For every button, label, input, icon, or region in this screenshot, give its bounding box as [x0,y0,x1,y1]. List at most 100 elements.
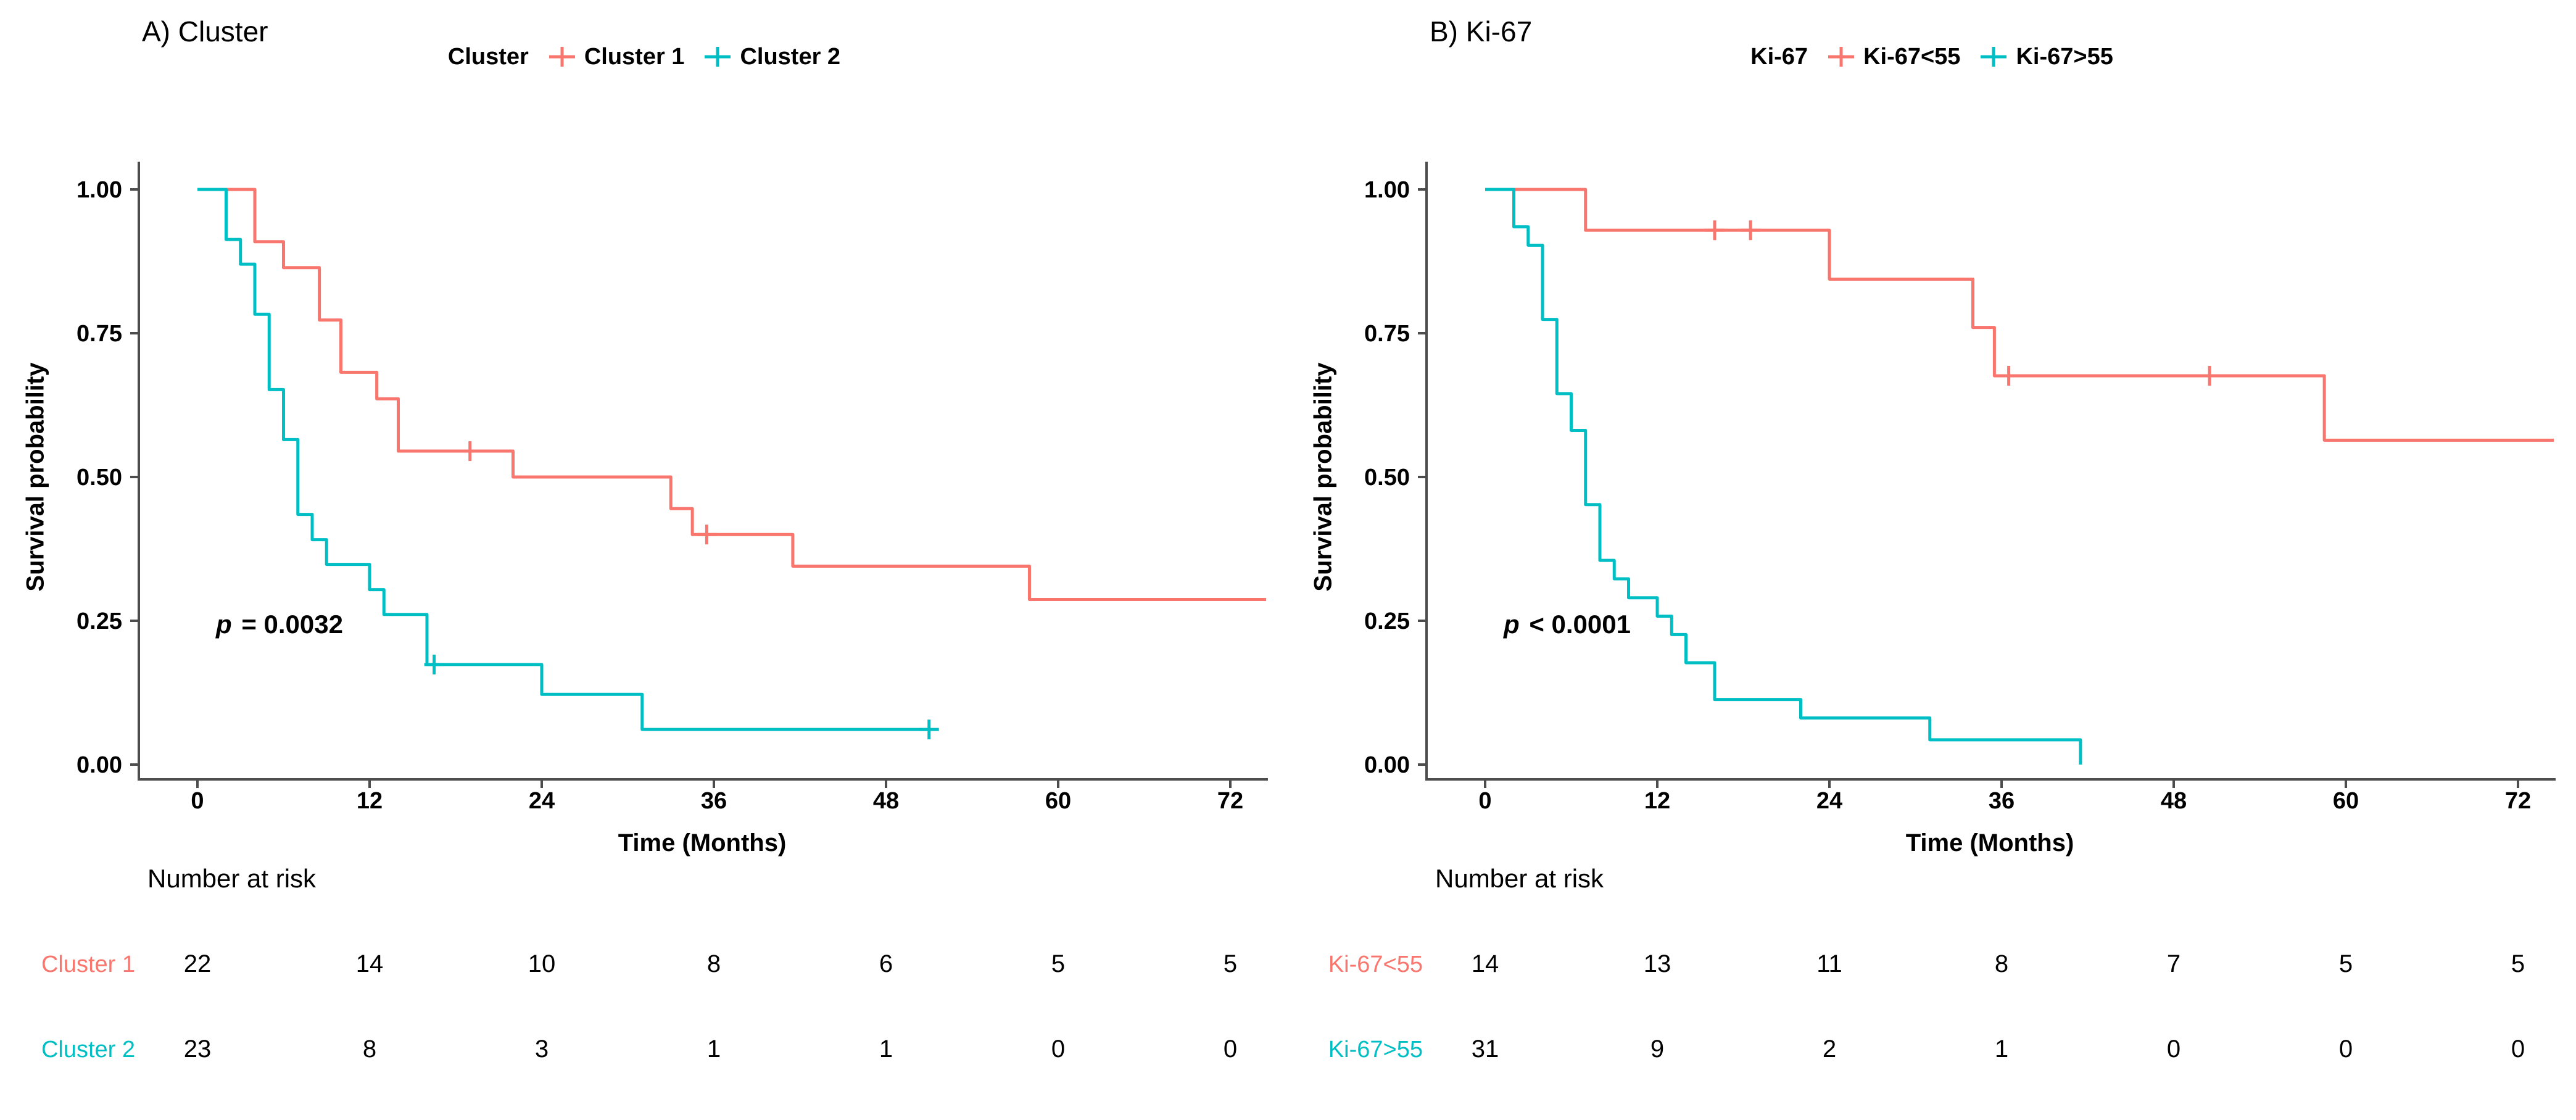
risk-count: 31 [1472,1035,1499,1063]
km-curve [197,188,1267,602]
x-tick-label: 72 [2505,788,2531,814]
panel-a-km-plot: 0.000.250.500.751.000 12 24 36 48 60 72Cluster… [41,162,1268,1063]
y-tick-label: 0.25 [77,608,122,634]
y-tick-label: 0.25 [1364,608,1410,634]
risk-table-row: Ki-67>55 31 9 2 1 0 0 0 [1328,1035,2525,1063]
risk-count: 1 [1995,1035,2008,1063]
risk-count: 8 [363,1035,376,1063]
risk-count: 13 [1644,950,1671,977]
risk-count: 3 [535,1035,549,1063]
y-tick-label: 0.50 [77,465,122,491]
risk-count: 6 [879,950,893,977]
censor-plus-icon [1825,43,1857,70]
x-tick-label: 24 [529,788,555,814]
km-curve [1485,188,2082,765]
panel-b-ki67: B) Ki-67 Ki-67 Ki-67<55 Ki-67>55 Surviva… [1288,0,2576,1120]
x-axis-ticks: 0 12 24 36 48 60 72 [1478,779,2531,814]
risk-count: 0 [2167,1035,2180,1063]
legend-entry-cluster-1: Cluster 1 [546,43,685,70]
panel-b-legend: Ki-67 Ki-67<55 Ki-67>55 [1288,43,2576,70]
censor-marks [460,441,717,545]
x-tick-label: 48 [873,788,899,814]
panel-a-cluster: A) Cluster Cluster Cluster 1 Cluster 2 S… [0,15,1288,1063]
risk-table-row: Cluster 2 23 8 3 1 1 0 0 [41,1035,1237,1063]
legend-entry-cluster-2: Cluster 2 [702,43,840,70]
y-tick-label: 0.50 [1364,465,1410,491]
panel-a-title: A) Cluster [142,15,268,48]
panel-a-pvalue: p = 0.0032 [216,610,343,639]
risk-row-label: Cluster 1 [41,952,135,977]
legend-entry-ki67-lt55: Ki-67<55 [1825,43,1960,70]
legend-entry-ki67-gt55: Ki-67>55 [1978,43,2113,70]
risk-count: 0 [2339,1035,2353,1063]
x-axis-ticks: 0 12 24 36 48 60 72 [191,779,1243,814]
y-axis-ticks: 0.00 0.25 0.50 0.75 1.00 [1364,177,1427,778]
risk-count: 9 [1650,1035,1664,1063]
censor-plus-icon [702,43,734,70]
risk-count: 23 [184,1035,212,1063]
risk-count: 5 [2339,950,2353,977]
y-tick-label: 1.00 [77,177,122,203]
risk-row-label: Cluster 2 [41,1037,135,1063]
y-tick-label: 1.00 [1364,177,1410,203]
x-tick-label: 12 [1644,788,1670,814]
x-tick-label: 24 [1816,788,1842,814]
axes [138,162,1268,781]
censor-marks [1705,220,2220,386]
legend-title: Cluster [447,43,529,70]
risk-count: 14 [356,950,384,977]
censor-plus-icon [1978,43,2010,70]
legend-title: Ki-67 [1750,43,1808,70]
risk-count: 2 [1823,1035,1836,1063]
x-tick-label: 0 [191,788,204,814]
km-curve [1485,188,2554,442]
x-tick-label: 36 [1989,788,2015,814]
legend-label: Ki-67>55 [2016,43,2113,70]
risk-count: 8 [707,950,721,977]
series-ki-67-55 [1485,188,2082,765]
series-cluster-2 [197,188,939,740]
x-tick-label: 0 [1478,788,1491,814]
y-tick-label: 0.75 [77,321,122,347]
risk-row-label: Ki-67>55 [1328,1037,1423,1063]
y-tick-label: 0.00 [1364,752,1410,778]
risk-count: 1 [707,1035,721,1063]
panel-b-pvalue: p < 0.0001 [1504,610,1631,639]
x-tick-label: 60 [1045,788,1071,814]
risk-count: 0 [1051,1035,1065,1063]
risk-table: Ki-67<55 14 13 11 8 7 5 5 Ki-67>55 31 9 2 1 0 0 0 [1328,950,2525,1063]
x-tick-label: 48 [2161,788,2187,814]
x-tick-label: 36 [701,788,727,814]
y-tick-label: 0.75 [1364,321,1410,347]
panel-a-legend: Cluster Cluster 1 Cluster 2 [0,43,1288,70]
axes [1425,162,2556,781]
risk-count: 5 [1224,950,1237,977]
panel-a-x-axis-title: Time (Months) [618,829,787,857]
x-tick-label: 12 [357,788,383,814]
censor-marks [424,654,939,740]
risk-count: 0 [1224,1035,1237,1063]
risk-count: 22 [184,950,212,977]
risk-count: 1 [879,1035,893,1063]
risk-count: 5 [2511,950,2525,977]
series-cluster-1 [197,188,1267,602]
risk-count: 0 [2511,1035,2525,1063]
risk-count: 11 [1816,950,1842,977]
km-curve [197,188,929,731]
risk-count: 10 [528,950,556,977]
panel-b-km-plot: 0.000.250.500.751.000 12 24 36 48 60 72Ki-67<5… [1328,162,2556,1063]
risk-count: 5 [1051,950,1065,977]
legend-label: Ki-67<55 [1863,43,1961,70]
legend-label: Cluster 1 [584,43,685,70]
risk-count: 8 [1995,950,2008,977]
censor-plus-icon [546,43,578,70]
risk-table-row: Cluster 1 22 14 10 8 6 5 5 [41,950,1237,977]
risk-row-label: Ki-67<55 [1328,952,1423,977]
x-tick-label: 72 [1217,788,1243,814]
y-axis-ticks: 0.00 0.25 0.50 0.75 1.00 [77,177,139,778]
legend-label: Cluster 2 [740,43,841,70]
risk-table-row: Ki-67<55 14 13 11 8 7 5 5 [1328,950,2525,977]
x-tick-label: 60 [2333,788,2359,814]
